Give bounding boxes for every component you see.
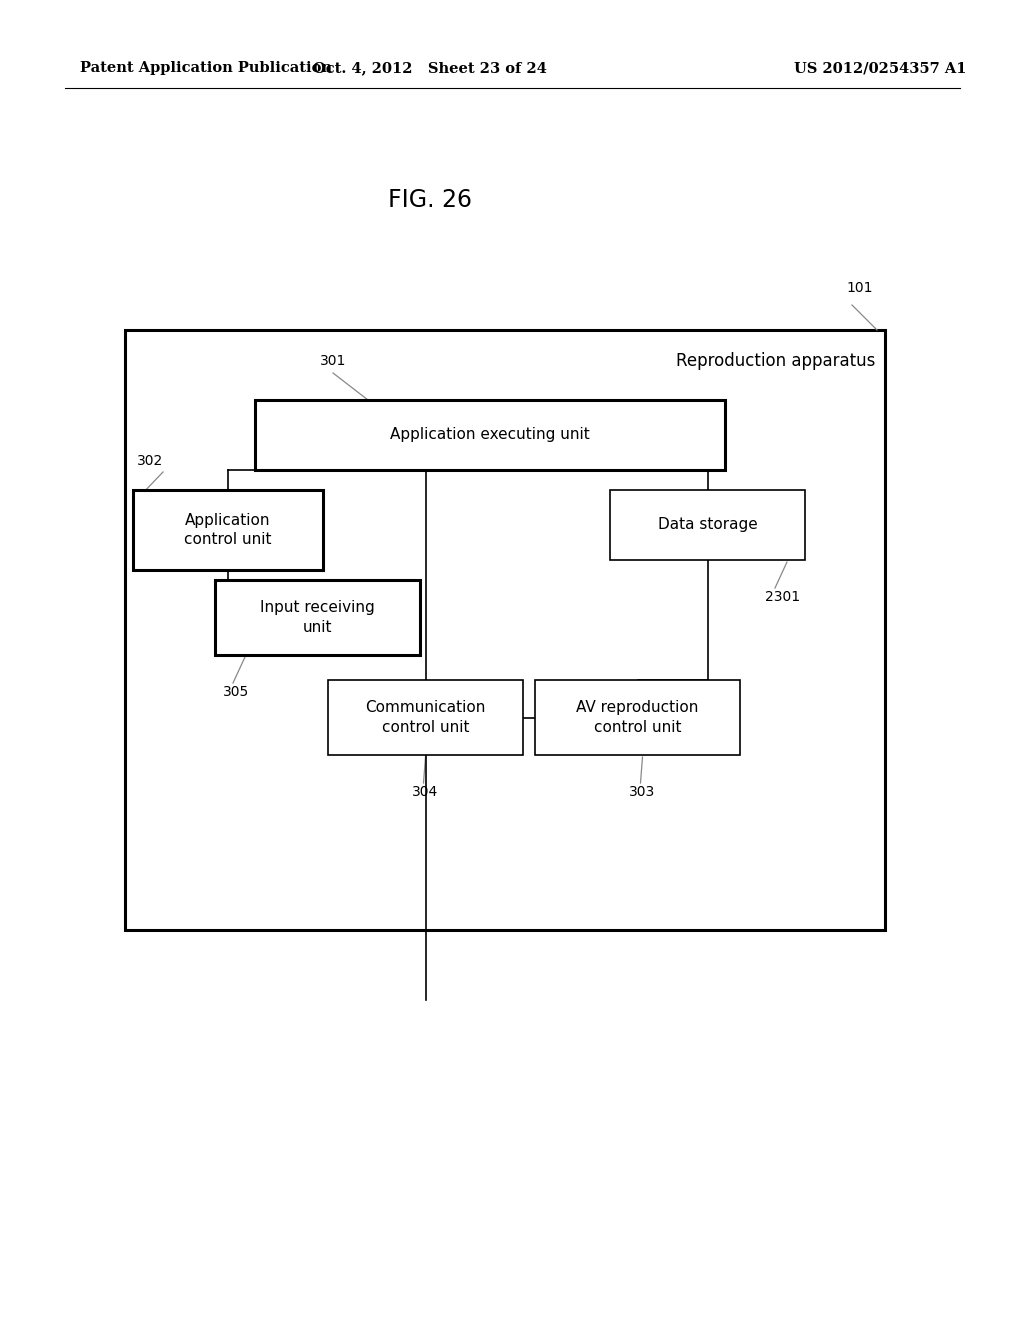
Text: 302: 302 (137, 454, 163, 469)
Text: Data storage: Data storage (657, 517, 758, 532)
Text: Reproduction apparatus: Reproduction apparatus (676, 352, 874, 370)
Text: Communication
control unit: Communication control unit (366, 700, 485, 735)
Text: Input receiving
unit: Input receiving unit (260, 601, 375, 635)
Text: Application executing unit: Application executing unit (390, 428, 590, 442)
Text: 301: 301 (319, 354, 346, 368)
Bar (610, 490, 805, 560)
Text: 2301: 2301 (765, 590, 800, 605)
Bar (535, 680, 740, 755)
Text: 305: 305 (223, 685, 249, 700)
Text: 304: 304 (413, 785, 438, 799)
Text: Patent Application Publication: Patent Application Publication (80, 61, 332, 75)
Bar (215, 579, 420, 655)
Text: US 2012/0254357 A1: US 2012/0254357 A1 (794, 61, 967, 75)
Text: FIG. 26: FIG. 26 (388, 187, 472, 213)
Bar (133, 490, 323, 570)
Text: 101: 101 (847, 281, 873, 294)
Bar (255, 400, 725, 470)
Text: AV reproduction
control unit: AV reproduction control unit (577, 700, 698, 735)
Bar (125, 330, 885, 931)
Bar (328, 680, 523, 755)
Text: Application
control unit: Application control unit (184, 512, 271, 548)
Text: Oct. 4, 2012   Sheet 23 of 24: Oct. 4, 2012 Sheet 23 of 24 (313, 61, 547, 75)
Text: 303: 303 (630, 785, 655, 799)
